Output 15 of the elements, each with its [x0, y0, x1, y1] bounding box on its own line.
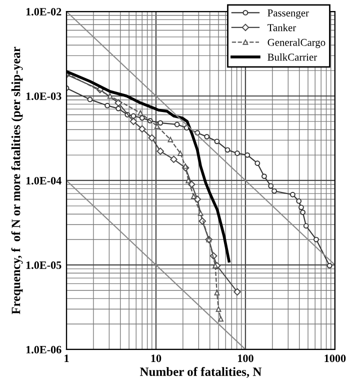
- x-tick-label: 1000: [324, 354, 346, 362]
- y-axis-title: Frequency, f of N or more fatalities (per ship-year: [11, 46, 23, 314]
- x-axis-title: Number of fatalities, N: [140, 367, 262, 378]
- legend-label: BulkCarrier: [268, 53, 317, 61]
- legend-label: Passenger: [268, 10, 309, 19]
- y-tick-label: 1.0E-06: [26, 346, 62, 354]
- x-tick-label: 10: [151, 354, 162, 362]
- y-tick-label: 1.0E-03: [26, 92, 62, 100]
- x-tick-label: 100: [238, 354, 254, 362]
- x-tick-label: 1: [64, 354, 69, 362]
- legend-label: GeneralCargo: [268, 38, 326, 48]
- legend-label: Tanker: [268, 24, 296, 32]
- y-tick-label: 1.0E-05: [26, 261, 62, 269]
- y-tick-label: 1.0E-02: [26, 8, 62, 16]
- y-tick-label: 1.0E-04: [26, 176, 62, 184]
